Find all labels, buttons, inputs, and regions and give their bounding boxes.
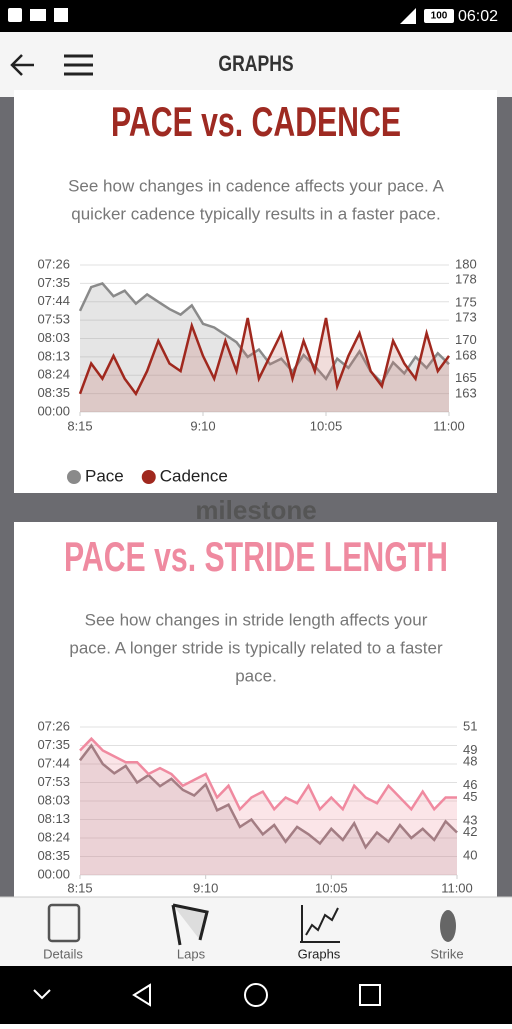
battery-icon xyxy=(424,9,454,23)
y-tick-label: 07:26 xyxy=(37,718,70,733)
home-key[interactable] xyxy=(244,983,268,1007)
status-icon xyxy=(30,9,46,21)
laps-icon[interactable] xyxy=(171,903,209,946)
x-tick-label: 9:10 xyxy=(190,418,215,433)
card-description: quicker cadence typically results in a f… xyxy=(71,204,440,223)
y-tick-label: 07:44 xyxy=(37,755,70,770)
legend-swatch xyxy=(67,470,81,484)
card-description: pace. A longer stride is typically relat… xyxy=(69,638,443,657)
x-tick-label: 8:15 xyxy=(67,880,92,895)
card-description: See how changes in cadence affects your … xyxy=(68,176,444,195)
y-tick-label: 07:44 xyxy=(37,293,70,308)
legend-label: Pace xyxy=(85,466,124,485)
y-tick-label: 08:35 xyxy=(37,385,70,400)
details-icon[interactable] xyxy=(47,903,81,943)
x-tick-label: 8:15 xyxy=(67,418,92,433)
chevron-button[interactable] xyxy=(33,989,51,1000)
y2-tick-label: 180 xyxy=(455,256,477,271)
nav-label[interactable]: Strike xyxy=(430,946,463,961)
card-title: PACE vs. CADENCE xyxy=(111,98,401,145)
x-tick-label: 10:05 xyxy=(315,880,348,895)
y2-tick-label: 168 xyxy=(455,347,477,362)
legend-swatch xyxy=(141,470,156,484)
y2-tick-label: 40 xyxy=(463,848,477,863)
y2-tick-label: 175 xyxy=(455,294,477,309)
graphs-icon[interactable] xyxy=(300,905,340,943)
system-nav xyxy=(0,966,512,1024)
card xyxy=(14,90,497,493)
card-description: pace. xyxy=(235,666,277,685)
y-tick-label: 08:03 xyxy=(37,330,70,345)
watermark: milestone xyxy=(195,495,316,525)
y-tick-label: 07:35 xyxy=(37,737,70,752)
y2-tick-label: 173 xyxy=(455,309,477,324)
legend-label: Cadence xyxy=(160,466,228,485)
nav-label[interactable]: Details xyxy=(43,946,83,961)
nav-label[interactable]: Laps xyxy=(177,946,206,961)
nav-label[interactable]: Graphs xyxy=(298,946,341,961)
card-description: See how changes in stride length affects… xyxy=(85,610,428,629)
y2-tick-label: 170 xyxy=(455,332,477,347)
series-line xyxy=(79,743,458,850)
status-icon xyxy=(54,8,68,22)
y2-tick-label: 178 xyxy=(455,272,477,287)
series-area xyxy=(80,283,449,412)
y2-tick-label: 46 xyxy=(463,777,477,792)
y-tick-label: 07:35 xyxy=(37,275,70,290)
x-tick-label: 11:00 xyxy=(433,418,465,433)
y-tick-label: 08:24 xyxy=(37,829,70,844)
y-tick-label: 08:13 xyxy=(37,811,70,826)
status-icon xyxy=(8,8,22,22)
y2-tick-label: 165 xyxy=(455,370,477,385)
card-title: PACE vs. STRIDE LENGTH xyxy=(64,533,448,580)
y2-tick-label: 49 xyxy=(463,742,477,757)
y-tick-label: 08:03 xyxy=(37,792,70,807)
y2-tick-label: 163 xyxy=(455,385,477,400)
y-tick-label: 08:24 xyxy=(37,367,70,382)
nav-labels: Details Laps Graphs Strike xyxy=(43,946,463,961)
menu-button[interactable] xyxy=(64,54,93,76)
y-tick-label: 00:00 xyxy=(37,866,70,881)
x-tick-label: 10:05 xyxy=(310,418,343,433)
x-tick-label: 11:00 xyxy=(441,880,473,895)
back-key[interactable] xyxy=(132,983,151,1007)
series-line xyxy=(78,317,451,397)
x-tick-label: 9:10 xyxy=(193,880,218,895)
clock: 06:02 xyxy=(458,8,498,25)
card xyxy=(14,522,497,902)
y-tick-label: 00:00 xyxy=(37,403,70,418)
y2-tick-label: 45 xyxy=(463,789,477,804)
header-title: GRAPHS xyxy=(218,52,293,76)
series-line xyxy=(79,736,457,812)
strike-icon[interactable] xyxy=(440,910,456,942)
y2-tick-label: 42 xyxy=(463,824,477,839)
y2-tick-label: 51 xyxy=(463,718,477,733)
back-button[interactable] xyxy=(10,54,34,76)
bottom-nav xyxy=(0,897,512,966)
y-tick-label: 07:53 xyxy=(37,774,70,789)
recents-key[interactable] xyxy=(359,984,381,1006)
y-tick-label: 07:26 xyxy=(37,256,70,271)
series-area xyxy=(80,738,457,875)
battery-level: 100 xyxy=(431,11,448,22)
y-tick-label: 07:53 xyxy=(37,312,70,327)
y-tick-label: 08:13 xyxy=(37,348,70,363)
y2-tick-label: 48 xyxy=(463,754,477,769)
charts: PACE vs. CADENCE See how changes in caden… xyxy=(37,98,477,895)
series-line xyxy=(78,281,450,385)
y2-tick-label: 43 xyxy=(463,812,477,827)
signal-icon xyxy=(400,8,416,24)
y-tick-label: 08:35 xyxy=(37,848,70,863)
